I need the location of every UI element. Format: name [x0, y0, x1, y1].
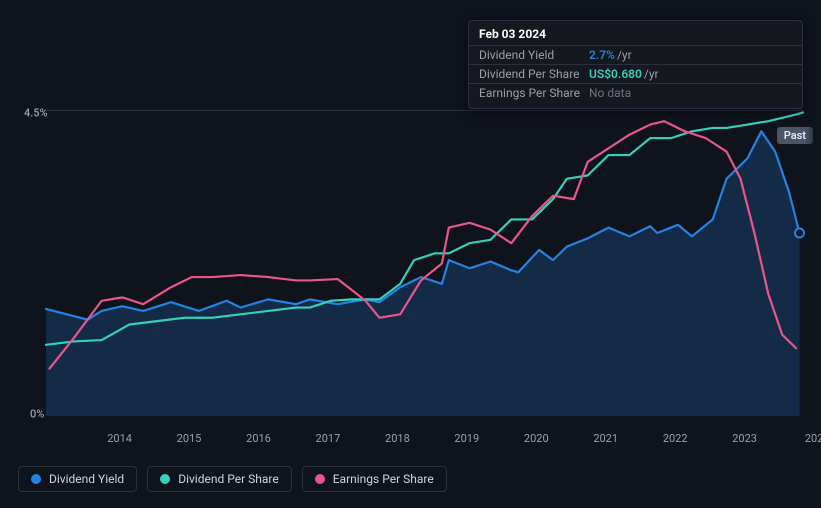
- past-badge: Past: [777, 127, 813, 144]
- legend-swatch: [31, 474, 41, 484]
- legend-label: Earnings Per Share: [333, 472, 434, 486]
- plot-area[interactable]: Past: [46, 110, 803, 416]
- tooltip-row-label: Dividend Per Share: [479, 67, 589, 81]
- overflow-fade: [805, 111, 821, 416]
- chart-legend: Dividend Yield Dividend Per Share Earnings…: [18, 466, 447, 492]
- legend-item[interactable]: Earnings Per Share: [302, 466, 447, 492]
- x-axis-tick: 2019: [454, 432, 479, 445]
- x-axis-tick: 2016: [246, 432, 271, 445]
- tooltip-row: Dividend Yield2.7%/yr: [469, 45, 802, 64]
- y-axis-tick-max: 4.5%: [24, 107, 48, 120]
- tooltip-row-label: Earnings Per Share: [479, 86, 589, 100]
- x-axis-tick: 2021: [593, 432, 618, 445]
- y-axis-tick-min: 0%: [30, 408, 44, 421]
- x-axis-tick: 2022: [663, 432, 688, 445]
- x-axis: 2014 2015 2016 2017 2018 2019 2020 2021 2022 2023…: [64, 432, 821, 452]
- legend-item[interactable]: Dividend Yield: [18, 466, 137, 492]
- x-axis-tick: 202: [805, 432, 821, 445]
- legend-label: Dividend Yield: [49, 472, 124, 486]
- tooltip-date: Feb 03 2024: [469, 27, 802, 45]
- tooltip-row: Earnings Per ShareNo data: [469, 83, 802, 102]
- legend-label: Dividend Per Share: [178, 472, 279, 486]
- x-axis-tick: 2023: [732, 432, 757, 445]
- x-axis-tick: 2015: [177, 432, 202, 445]
- legend-item[interactable]: Dividend Per Share: [147, 466, 292, 492]
- x-axis-tick: 2017: [316, 432, 341, 445]
- legend-swatch: [315, 474, 325, 484]
- tooltip-row-label: Dividend Yield: [479, 48, 589, 62]
- tooltip-row: Dividend Per ShareUS$0.680/yr: [469, 64, 802, 83]
- tooltip-row-value: US$0.680/yr: [589, 67, 659, 81]
- x-axis-tick: 2018: [385, 432, 410, 445]
- legend-swatch: [160, 474, 170, 484]
- x-axis-tick: 2014: [107, 432, 132, 445]
- tooltip-row-value: 2.7%/yr: [589, 48, 632, 62]
- dividend_yield-end-marker: [795, 229, 804, 238]
- chart-tooltip: Feb 03 2024 Dividend Yield2.7%/yrDividen…: [468, 20, 803, 109]
- chart-svg: [46, 111, 803, 416]
- tooltip-row-nodata: No data: [589, 86, 631, 100]
- x-axis-tick: 2020: [524, 432, 549, 445]
- dividend_yield-area: [46, 131, 800, 416]
